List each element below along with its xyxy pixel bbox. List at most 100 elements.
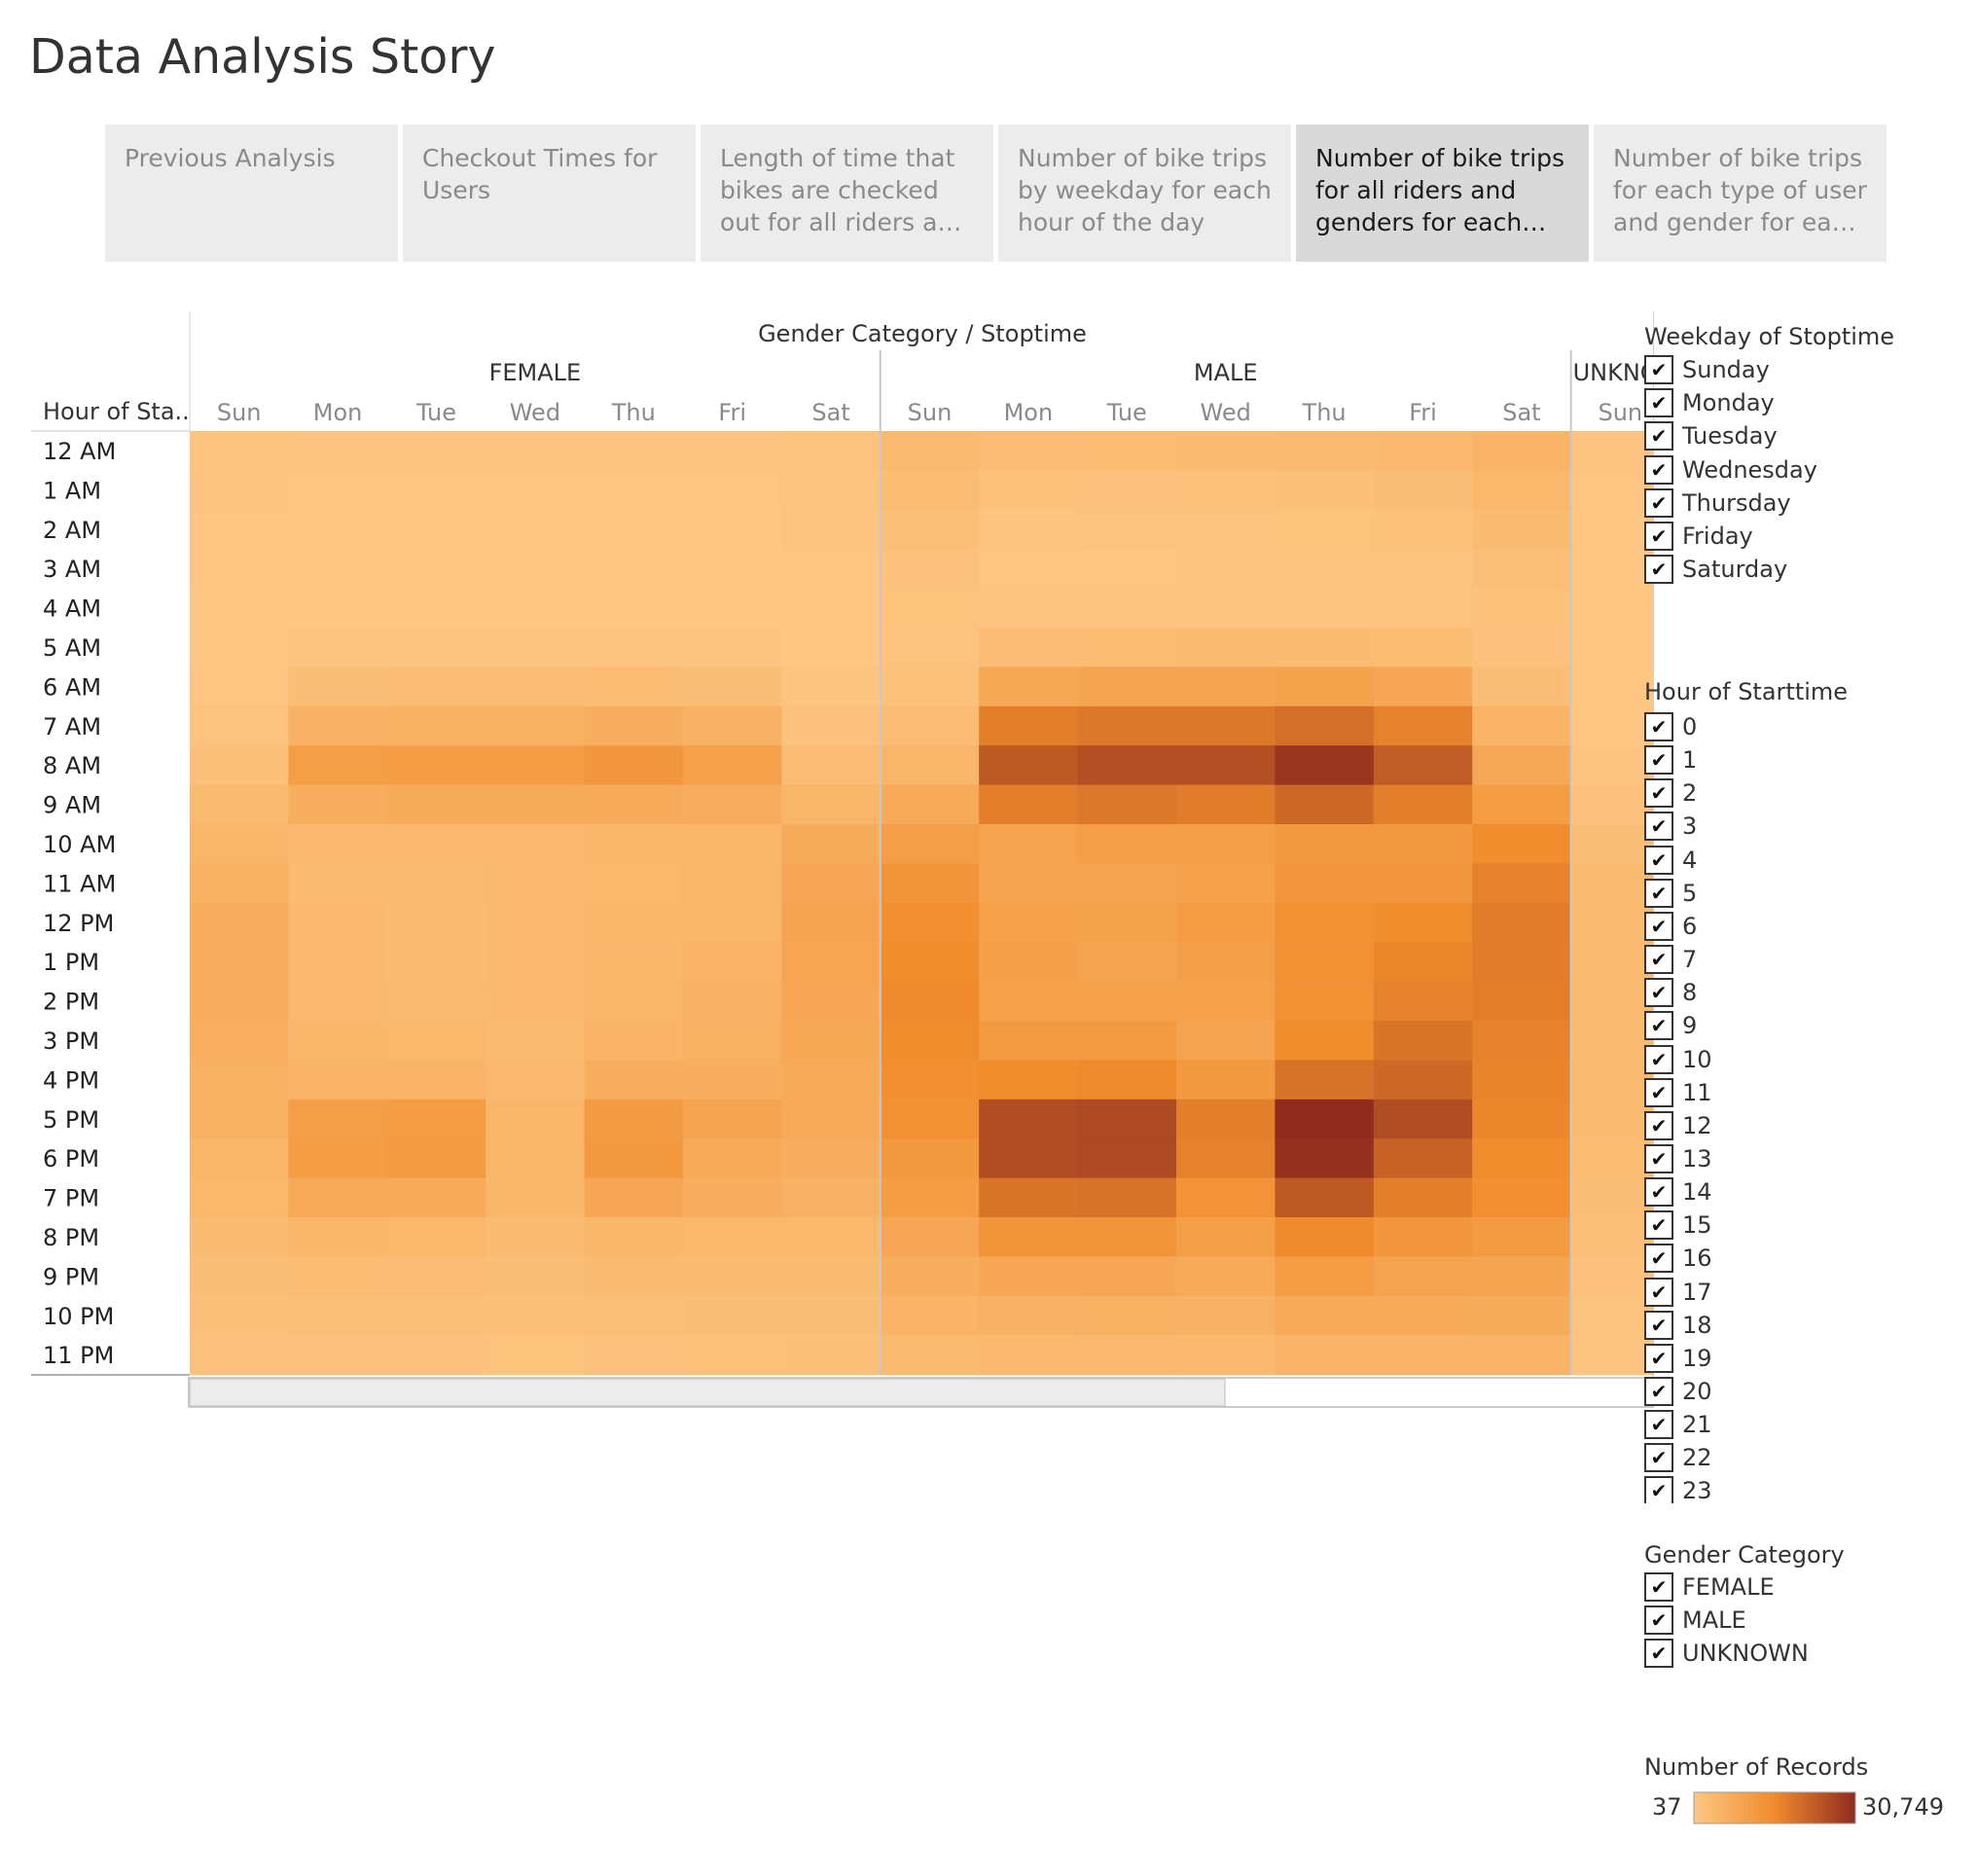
row-label: 10 AM — [43, 831, 116, 858]
checkbox-checked-icon[interactable]: ✔ — [1644, 1605, 1673, 1635]
checkbox-checked-icon[interactable]: ✔ — [1644, 1572, 1673, 1602]
hour-filter-item[interactable]: ✔ 1 — [1644, 743, 1697, 776]
hour-filter-item[interactable]: ✔ 20 — [1644, 1375, 1712, 1408]
hour-filter-label: 20 — [1682, 1378, 1712, 1405]
checkbox-checked-icon[interactable]: ✔ — [1644, 421, 1673, 451]
heatmap-cell — [1176, 667, 1276, 707]
checkbox-checked-icon[interactable]: ✔ — [1644, 745, 1673, 776]
story-tab-5[interactable]: Number of bike trips for all riders and … — [1296, 125, 1589, 262]
gender-filter-item[interactable]: ✔ UNKNOWN — [1644, 1637, 1809, 1670]
checkbox-checked-icon[interactable]: ✔ — [1644, 487, 1673, 518]
hour-filter-item[interactable]: ✔ 11 — [1644, 1076, 1712, 1109]
checkbox-checked-icon[interactable]: ✔ — [1644, 845, 1673, 875]
hour-filter-item[interactable]: ✔ 12 — [1644, 1109, 1712, 1142]
checkbox-checked-icon[interactable]: ✔ — [1644, 1044, 1673, 1074]
scrollbar-thumb[interactable] — [189, 1378, 1226, 1407]
checkbox-checked-icon[interactable]: ✔ — [1644, 1476, 1673, 1503]
hour-filter-item[interactable]: ✔ 5 — [1644, 877, 1697, 910]
checkbox-checked-icon[interactable]: ✔ — [1644, 1110, 1673, 1140]
checkbox-checked-icon[interactable]: ✔ — [1644, 712, 1673, 741]
checkbox-checked-icon[interactable]: ✔ — [1644, 522, 1673, 551]
checkbox-checked-icon[interactable]: ✔ — [1644, 388, 1673, 418]
checkbox-checked-icon[interactable]: ✔ — [1644, 778, 1673, 809]
hour-filter-item[interactable]: ✔ 2 — [1644, 776, 1697, 810]
heatmap-cell — [190, 667, 289, 707]
hour-filter-item[interactable]: ✔ 22 — [1644, 1441, 1712, 1474]
heatmap-cell — [1570, 470, 1654, 511]
story-tab-1[interactable]: Previous Analysis — [105, 125, 398, 262]
checkbox-checked-icon[interactable]: ✔ — [1644, 911, 1673, 941]
checkbox-checked-icon[interactable]: ✔ — [1644, 355, 1673, 384]
hour-filter-item[interactable]: ✔ 23 — [1644, 1474, 1712, 1503]
hour-filter-item[interactable]: ✔ 7 — [1644, 943, 1697, 976]
hour-filter-item[interactable]: ✔ 8 — [1644, 976, 1697, 1009]
hour-filter-item[interactable]: ✔ 0 — [1644, 710, 1697, 743]
checkbox-checked-icon[interactable]: ✔ — [1644, 1410, 1673, 1440]
heatmap-cell — [880, 1335, 980, 1376]
hour-filter-item[interactable]: ✔ 21 — [1644, 1408, 1712, 1441]
hour-filter-item[interactable]: ✔ 17 — [1644, 1276, 1712, 1309]
story-tab-4[interactable]: Number of bike trips by weekday for each… — [998, 125, 1291, 262]
hour-filter-item[interactable]: ✔ 18 — [1644, 1309, 1712, 1342]
row-label: 4 AM — [43, 595, 101, 623]
checkbox-checked-icon[interactable]: ✔ — [1644, 1277, 1673, 1307]
gender-filter-item[interactable]: ✔ MALE — [1644, 1604, 1746, 1637]
heatmap-cell — [1176, 1177, 1276, 1218]
checkbox-checked-icon[interactable]: ✔ — [1644, 1343, 1673, 1373]
heatmap-cell — [288, 863, 388, 904]
heatmap-cell — [190, 431, 289, 471]
heatmap-cell — [880, 1295, 980, 1336]
heatmap-cell — [1570, 628, 1654, 667]
hour-filter-item[interactable]: ✔ 10 — [1644, 1043, 1712, 1076]
weekday-filter-item[interactable]: ✔ Saturday — [1644, 553, 1787, 586]
row-label: 8 PM — [43, 1224, 99, 1251]
checkbox-checked-icon[interactable]: ✔ — [1644, 1177, 1673, 1208]
story-tab-2[interactable]: Checkout Times for Users — [403, 125, 696, 262]
weekday-filter-item[interactable]: ✔ Wednesday — [1644, 453, 1817, 487]
checkbox-checked-icon[interactable]: ✔ — [1644, 454, 1673, 485]
heatmap-cell — [386, 784, 486, 825]
checkbox-checked-icon[interactable]: ✔ — [1644, 555, 1673, 585]
heatmap-cell — [485, 1138, 586, 1179]
story-tab-3[interactable]: Length of time that bikes are checked ou… — [701, 125, 993, 262]
checkbox-checked-icon[interactable]: ✔ — [1644, 1210, 1673, 1241]
gender-filter-item[interactable]: ✔ FEMALE — [1644, 1570, 1775, 1604]
heatmap-cell — [1570, 1099, 1654, 1139]
heatmap-cell — [979, 1021, 1079, 1061]
heatmap-cell — [1570, 1256, 1654, 1297]
checkbox-checked-icon[interactable]: ✔ — [1644, 1077, 1673, 1107]
hour-filter-item[interactable]: ✔ 6 — [1644, 910, 1697, 943]
heatmap-cell — [1077, 1021, 1177, 1061]
heatmap-cell — [1570, 1138, 1654, 1179]
heatmap-cell — [683, 470, 782, 511]
hour-filter-item[interactable]: ✔ 14 — [1644, 1175, 1712, 1209]
checkbox-checked-icon[interactable]: ✔ — [1644, 812, 1673, 842]
weekday-filter-item[interactable]: ✔ Monday — [1644, 386, 1775, 419]
heatmap-cell — [584, 509, 684, 550]
checkbox-checked-icon[interactable]: ✔ — [1644, 878, 1673, 908]
checkbox-checked-icon[interactable]: ✔ — [1644, 1639, 1673, 1668]
heatmap-cell — [1373, 549, 1473, 590]
checkbox-checked-icon[interactable]: ✔ — [1644, 978, 1673, 1008]
checkbox-checked-icon[interactable]: ✔ — [1644, 1443, 1673, 1473]
weekday-filter-item[interactable]: ✔ Friday — [1644, 520, 1753, 553]
checkbox-checked-icon[interactable]: ✔ — [1644, 1244, 1673, 1274]
hour-filter-item[interactable]: ✔ 4 — [1644, 844, 1697, 877]
checkbox-checked-icon[interactable]: ✔ — [1644, 1310, 1673, 1340]
weekday-filter-item[interactable]: ✔ Tuesday — [1644, 419, 1778, 452]
checkbox-checked-icon[interactable]: ✔ — [1644, 1377, 1673, 1406]
hour-filter-item[interactable]: ✔ 9 — [1644, 1009, 1697, 1042]
weekday-filter-item[interactable]: ✔ Sunday — [1644, 353, 1770, 386]
hour-filter-list[interactable]: ✔ 0 ✔ 1 ✔ 2 ✔ 3 ✔ 4 ✔ 5 ✔ 6 ✔ 7 ✔ 8 ✔ 9 ✔ 10 ✔ 11 ✔ 12 ✔ 13 ✔ 14 ✔ 15 ✔ 1… — [1644, 710, 1956, 1503]
hour-filter-item[interactable]: ✔ 13 — [1644, 1142, 1712, 1175]
weekday-filter-item[interactable]: ✔ Thursday — [1644, 487, 1791, 520]
hour-filter-item[interactable]: ✔ 16 — [1644, 1242, 1712, 1275]
hour-filter-item[interactable]: ✔ 19 — [1644, 1342, 1712, 1375]
heatmap-cell — [781, 1177, 881, 1218]
checkbox-checked-icon[interactable]: ✔ — [1644, 945, 1673, 975]
checkbox-checked-icon[interactable]: ✔ — [1644, 1143, 1673, 1173]
hour-filter-item[interactable]: ✔ 15 — [1644, 1209, 1712, 1242]
checkbox-checked-icon[interactable]: ✔ — [1644, 1011, 1673, 1041]
story-tab-6[interactable]: Number of bike trips for each type of us… — [1594, 125, 1887, 262]
hour-filter-item[interactable]: ✔ 3 — [1644, 810, 1697, 843]
